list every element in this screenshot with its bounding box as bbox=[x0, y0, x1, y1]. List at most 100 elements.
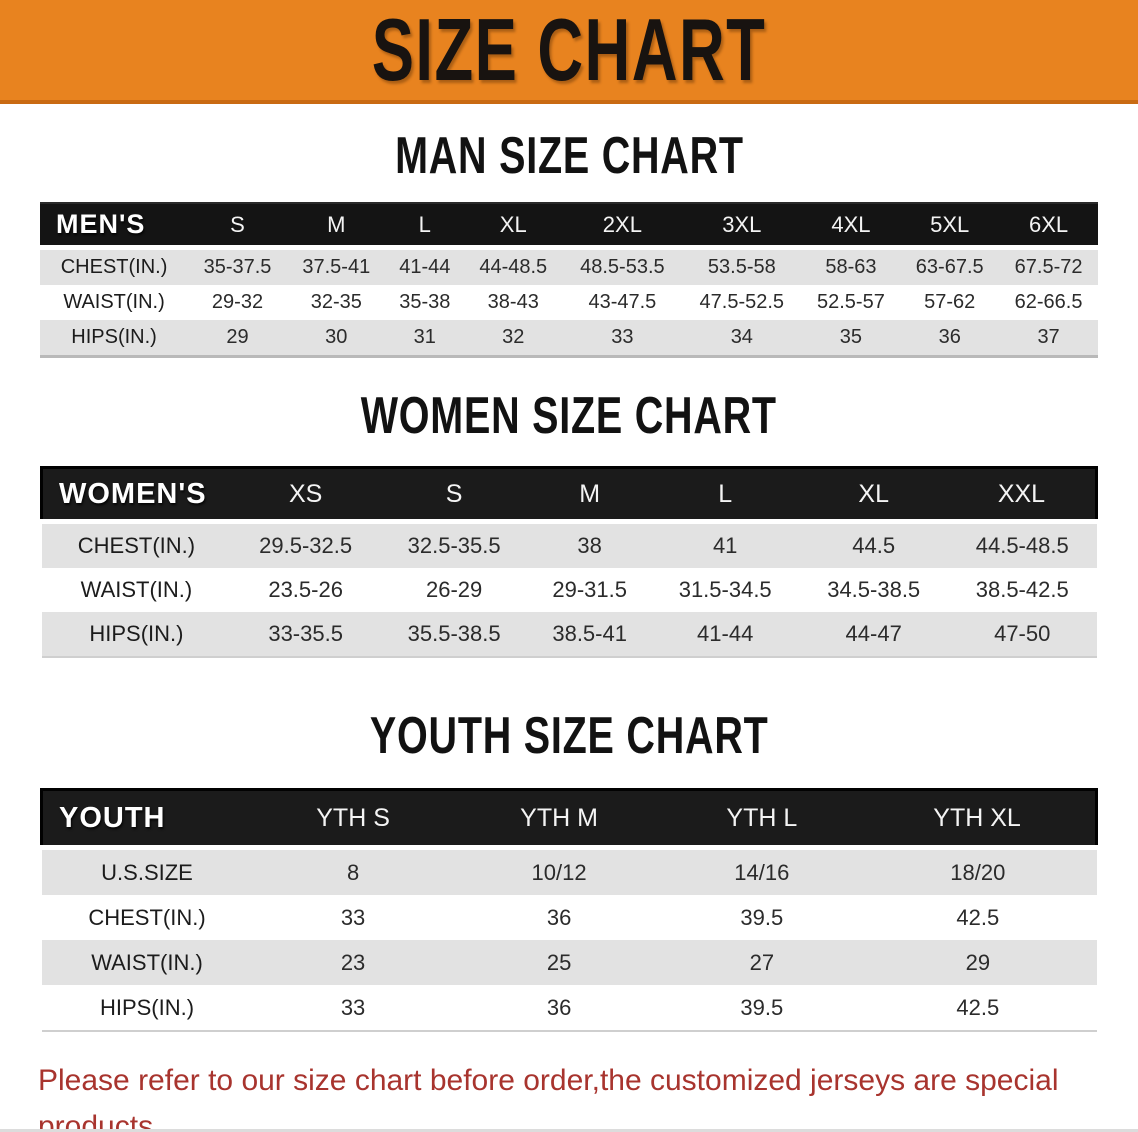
banner-title: SIZE CHART bbox=[371, 0, 767, 99]
size-column-header: XXL bbox=[947, 466, 1098, 523]
youth-table-body: U.S.SIZE 8 10/12 14/16 18/20 CHEST(IN.) 33 36 39… bbox=[41, 845, 1097, 1031]
size-column-header: YTH S bbox=[252, 788, 454, 849]
size-value-cell: 35.5-38.5 bbox=[379, 612, 529, 657]
women-table-title: WOMEN'S bbox=[40, 466, 232, 523]
men-section-heading: MAN SIZE CHART bbox=[0, 104, 1138, 202]
size-value-cell: 44.5-48.5 bbox=[947, 519, 1097, 568]
size-value-cell: 36 bbox=[900, 320, 1000, 357]
youth-table-title: YOUTH bbox=[40, 788, 253, 849]
men-table-body: CHEST(IN.) 35-37.5 37.5-41 41-44 44-48.5 48.5… bbox=[40, 245, 1098, 357]
table-row: HIPS(IN.) 29 30 31 32 33 34 35 36 37 bbox=[40, 320, 1098, 357]
size-chart-sections: MAN SIZE CHART MEN'S S M L XL 2XL 3XL 4XL 5XL 6XL C… bbox=[0, 104, 1138, 1032]
table-row: HIPS(IN.) 33 36 39.5 42.5 bbox=[41, 985, 1097, 1031]
size-value-cell: 29-32 bbox=[188, 285, 287, 320]
size-value-cell: 30 bbox=[286, 320, 386, 357]
women-section-heading-text: WOMEN SIZE CHART bbox=[360, 387, 778, 445]
size-value-cell: 10/12 bbox=[453, 845, 665, 895]
size-value-cell: 23.5-26 bbox=[231, 568, 380, 612]
size-column-header: L bbox=[385, 202, 464, 248]
row-label: CHEST(IN.) bbox=[40, 245, 189, 285]
size-value-cell: 42.5 bbox=[859, 895, 1097, 940]
size-column-header: 6XL bbox=[999, 202, 1098, 248]
size-value-cell: 38.5-41 bbox=[528, 612, 651, 657]
size-value-cell: 48.5-53.5 bbox=[562, 245, 683, 285]
row-label: U.S.SIZE bbox=[41, 845, 253, 895]
row-label: HIPS(IN.) bbox=[41, 612, 232, 657]
youth-table-header: YOUTH YTH S YTH M YTH L YTH XL bbox=[40, 788, 1099, 849]
size-value-cell: 43-47.5 bbox=[562, 285, 683, 320]
size-value-cell: 27 bbox=[664, 940, 860, 985]
row-label: HIPS(IN.) bbox=[41, 985, 253, 1031]
size-value-cell: 23 bbox=[252, 940, 454, 985]
size-value-cell: 35-38 bbox=[385, 285, 464, 320]
size-value-cell: 44-47 bbox=[799, 612, 948, 657]
size-value-cell: 33-35.5 bbox=[231, 612, 380, 657]
row-label: WAIST(IN.) bbox=[41, 940, 253, 985]
row-label: CHEST(IN.) bbox=[41, 519, 232, 568]
row-label: CHEST(IN.) bbox=[41, 895, 253, 940]
size-value-cell: 38-43 bbox=[463, 285, 563, 320]
size-value-cell: 33 bbox=[252, 895, 454, 940]
size-value-cell: 14/16 bbox=[664, 845, 860, 895]
size-value-cell: 39.5 bbox=[664, 895, 860, 940]
table-row: WAIST(IN.) 29-32 32-35 35-38 38-43 43-47.5 47.… bbox=[40, 285, 1098, 320]
banner: SIZE CHART bbox=[0, 0, 1138, 104]
disclaimer-line-1: Please refer to our size chart before or… bbox=[38, 1064, 1059, 1132]
women-section-heading: WOMEN SIZE CHART bbox=[0, 358, 1138, 466]
size-value-cell: 63-67.5 bbox=[900, 245, 1000, 285]
men-table-title: MEN'S bbox=[40, 202, 189, 248]
table-row: CHEST(IN.) 35-37.5 37.5-41 41-44 44-48.5 48.5… bbox=[40, 245, 1098, 285]
women-size-table: WOMEN'S XS S M L XL XXL CHEST(IN.) 29.5-32.5 32.5… bbox=[40, 466, 1098, 658]
size-value-cell: 47-50 bbox=[947, 612, 1097, 657]
size-value-cell: 67.5-72 bbox=[999, 245, 1098, 285]
size-value-cell: 58-63 bbox=[801, 245, 901, 285]
youth-section-heading-text: YOUTH SIZE CHART bbox=[369, 707, 769, 765]
size-value-cell: 31.5-34.5 bbox=[650, 568, 800, 612]
youth-section-heading: YOUTH SIZE CHART bbox=[0, 658, 1138, 788]
size-column-header: YTH M bbox=[453, 788, 665, 849]
youth-header-row: YOUTH YTH S YTH M YTH L YTH XL bbox=[40, 788, 1099, 849]
size-value-cell: 29 bbox=[859, 940, 1097, 985]
size-value-cell: 39.5 bbox=[664, 985, 860, 1031]
size-column-header: YTH XL bbox=[859, 788, 1099, 849]
size-value-cell: 29 bbox=[188, 320, 287, 357]
row-label: WAIST(IN.) bbox=[40, 285, 189, 320]
size-column-header: YTH L bbox=[664, 788, 860, 849]
size-value-cell: 35-37.5 bbox=[188, 245, 287, 285]
youth-size-chart-section: YOUTH SIZE CHART YOUTH YTH S YTH M YTH L YTH … bbox=[0, 658, 1138, 1032]
men-section-heading-text: MAN SIZE CHART bbox=[394, 127, 744, 185]
size-column-header: XS bbox=[231, 466, 380, 523]
size-value-cell: 52.5-57 bbox=[801, 285, 901, 320]
size-value-cell: 42.5 bbox=[859, 985, 1097, 1031]
size-value-cell: 38.5-42.5 bbox=[947, 568, 1097, 612]
size-value-cell: 47.5-52.5 bbox=[682, 285, 802, 320]
size-column-header: XL bbox=[799, 466, 948, 523]
size-column-header: S bbox=[188, 202, 287, 248]
size-value-cell: 25 bbox=[453, 940, 665, 985]
size-value-cell: 34 bbox=[682, 320, 802, 357]
size-value-cell: 44-48.5 bbox=[463, 245, 563, 285]
men-size-table: MEN'S S M L XL 2XL 3XL 4XL 5XL 6XL CHEST(IN.) 35-37… bbox=[40, 202, 1098, 358]
table-row: CHEST(IN.) 29.5-32.5 32.5-35.5 38 41 44.5 44.5… bbox=[41, 519, 1097, 568]
size-value-cell: 32.5-35.5 bbox=[379, 519, 529, 568]
row-label: WAIST(IN.) bbox=[41, 568, 232, 612]
size-column-header: M bbox=[286, 202, 386, 248]
size-value-cell: 26-29 bbox=[379, 568, 529, 612]
table-row: U.S.SIZE 8 10/12 14/16 18/20 bbox=[41, 845, 1097, 895]
size-column-header: M bbox=[528, 466, 651, 523]
men-size-chart-section: MAN SIZE CHART MEN'S S M L XL 2XL 3XL 4XL 5XL 6XL C… bbox=[0, 104, 1138, 358]
youth-size-table: YOUTH YTH S YTH M YTH L YTH XL U.S.SIZE 8 10/12… bbox=[40, 788, 1099, 1032]
size-column-header: XL bbox=[463, 202, 563, 248]
size-value-cell: 29.5-32.5 bbox=[231, 519, 380, 568]
size-column-header: 5XL bbox=[900, 202, 1000, 248]
size-value-cell: 32 bbox=[463, 320, 563, 357]
women-size-chart-section: WOMEN SIZE CHART WOMEN'S XS S M L XL XXL CHEST(I… bbox=[0, 358, 1138, 658]
size-value-cell: 44.5 bbox=[799, 519, 948, 568]
size-column-header: 3XL bbox=[682, 202, 802, 248]
size-column-header: 2XL bbox=[562, 202, 683, 248]
men-header-row: MEN'S S M L XL 2XL 3XL 4XL 5XL 6XL bbox=[40, 202, 1098, 248]
size-value-cell: 62-66.5 bbox=[999, 285, 1098, 320]
size-value-cell: 33 bbox=[562, 320, 683, 357]
size-value-cell: 18/20 bbox=[859, 845, 1097, 895]
size-value-cell: 37 bbox=[999, 320, 1098, 357]
